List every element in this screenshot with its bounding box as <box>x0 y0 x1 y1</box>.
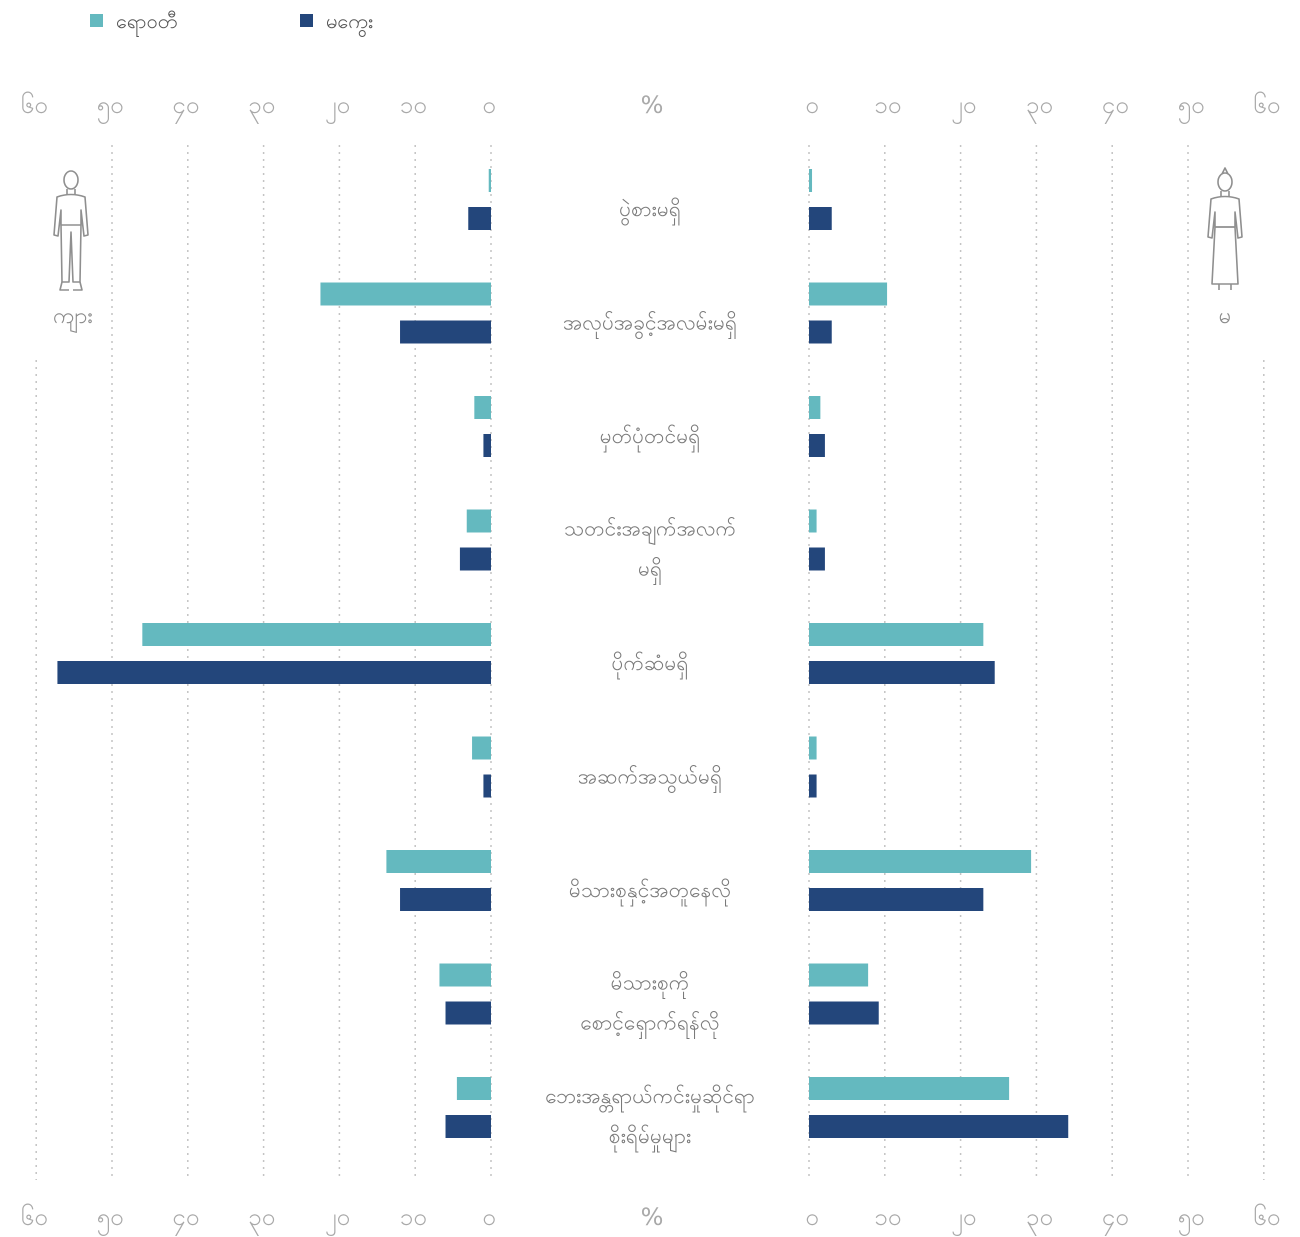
bar-female <box>809 282 888 306</box>
bar-male <box>400 320 491 344</box>
bar-female <box>809 547 825 571</box>
bar-male <box>459 547 491 571</box>
category-label: စိုးရိမ်မှုများ <box>609 1123 691 1153</box>
bar-female <box>809 774 817 798</box>
tick-label-left: ၂၀ <box>325 91 350 124</box>
bar-female <box>809 623 984 646</box>
tick-label-left: ၆၀ <box>21 90 48 119</box>
bar-female <box>809 207 832 230</box>
bar-male <box>439 963 491 987</box>
tick-label-right: ၅၀ <box>1178 1203 1205 1236</box>
tick-label-left: ၁၀ <box>400 91 427 119</box>
bar-male <box>320 282 491 306</box>
tick-label-right: ၃၀ <box>1026 91 1053 124</box>
unit-label: % <box>641 91 664 119</box>
category-label: မိသားစုကို <box>611 970 690 1000</box>
tick-label-left: ၄၀ <box>172 91 199 124</box>
tick-label-right: ၂၀ <box>951 1203 976 1236</box>
bar-female <box>809 1001 879 1025</box>
category-label: မရှိ <box>638 556 662 587</box>
unit-label: % <box>641 1203 664 1231</box>
category-label: ပိုက်ဆံမရှိ <box>612 650 689 681</box>
bar-male <box>386 850 491 873</box>
tick-label-right: ၂၀ <box>951 91 976 124</box>
tick-label-left: ၅၀ <box>97 1203 124 1236</box>
bar-male <box>142 623 491 646</box>
bar-female <box>809 888 984 911</box>
legend-swatch <box>90 14 103 27</box>
legend-swatch <box>300 14 313 27</box>
bar-male <box>468 207 491 230</box>
category-label: အဆက်အသွယ်မရှိ <box>578 764 722 795</box>
bar-male <box>57 661 491 684</box>
tick-label-right: ၅၀ <box>1178 91 1205 124</box>
tick-label-right: ၄၀ <box>1102 91 1129 124</box>
bar-male <box>445 1001 491 1025</box>
bar-male <box>400 888 491 911</box>
bar-male <box>483 434 491 457</box>
bar-male <box>474 396 491 419</box>
tick-label-right: ၁၀ <box>874 91 901 119</box>
bar-female <box>809 169 813 192</box>
bar-male <box>466 509 491 533</box>
legend-label: မကွေး <box>326 9 373 37</box>
bar-male <box>472 736 491 760</box>
tick-label-right: ၆၀ <box>1253 1202 1280 1231</box>
tick-label-right: ၆၀ <box>1253 90 1280 119</box>
tick-label-left: ၃၀ <box>248 91 275 124</box>
category-label: သတင်းအချက်အလက် <box>564 516 736 546</box>
bar-female <box>809 963 869 987</box>
bar-male <box>488 169 491 192</box>
tick-label-right: ၁၀ <box>874 1203 901 1231</box>
man-figure-icon <box>53 170 89 291</box>
woman-figure-icon <box>1207 167 1243 290</box>
bar-male <box>483 774 491 798</box>
tick-label-left: ၀ <box>482 91 496 119</box>
bar-female <box>809 850 1032 873</box>
tick-label-left: ၄၀ <box>172 1203 199 1236</box>
category-label: မိသားစုနှင့်အတူနေလို <box>569 877 731 908</box>
right-side-label: မ <box>1219 304 1232 329</box>
legend-label: ရောဝတီ <box>116 9 177 37</box>
tick-label-left: ၅၀ <box>97 91 124 124</box>
category-label: ဘေးအန္တရာယ်ကင်းမှုဆိုင်ရာ <box>545 1083 755 1113</box>
tick-label-left: ၆၀ <box>21 1202 48 1231</box>
tick-label-left: ၂၀ <box>325 1203 350 1236</box>
bar-female <box>809 1115 1069 1138</box>
bar-female <box>809 320 832 344</box>
category-label: အလုပ်အခွင့်အလမ်းမရှိ <box>563 310 737 341</box>
bar-female <box>809 736 817 760</box>
tick-label-right: ၀ <box>805 91 819 119</box>
category-label: ပွဲစားမရှိ <box>619 196 681 227</box>
bar-male <box>456 1077 491 1100</box>
tick-label-right: ၀ <box>805 1203 819 1231</box>
tick-label-left: ၁၀ <box>400 1203 427 1231</box>
bar-female <box>809 509 817 533</box>
category-label: စောင့်ရှောက်ရန်လို <box>580 1010 719 1041</box>
bar-female <box>809 661 995 684</box>
tick-label-left: ၃၀ <box>248 1203 275 1236</box>
left-side-label: ကျား <box>53 304 93 333</box>
tick-label-right: ၄၀ <box>1102 1203 1129 1236</box>
category-label: မှတ်ပုံတင်မရှိ <box>600 423 701 454</box>
bar-female <box>809 396 821 419</box>
bar-female <box>809 1077 1010 1100</box>
tick-label-left: ၀ <box>482 1203 496 1231</box>
bar-male <box>445 1115 491 1138</box>
tick-label-right: ၃၀ <box>1026 1203 1053 1236</box>
bar-female <box>809 434 825 457</box>
